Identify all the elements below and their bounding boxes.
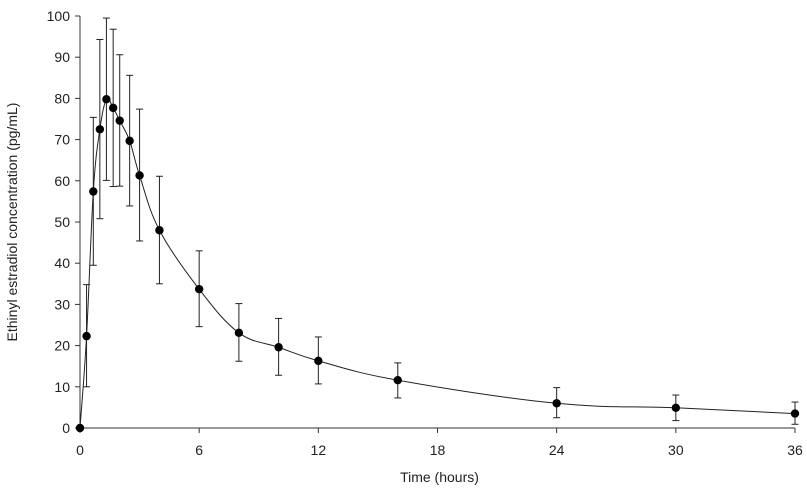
y-tick-label: 60 <box>54 173 70 189</box>
error-bars <box>83 17 799 425</box>
y-tick-label: 90 <box>54 49 70 65</box>
y-axis-title: Ethinyl estradiol concentration (pg/mL) <box>4 103 20 342</box>
data-point <box>82 331 91 341</box>
x-tick-label: 6 <box>195 442 203 458</box>
data-point <box>552 399 561 408</box>
data-point <box>75 423 85 433</box>
x-tick-label: 24 <box>549 442 565 458</box>
data-point <box>89 187 98 196</box>
x-axis-title: Time (hours) <box>400 469 479 485</box>
data-point <box>155 226 164 235</box>
y-axis-ticks: 0 10 20 30 40 50 60 70 80 90 100 <box>47 8 80 436</box>
x-tick-label: 0 <box>76 442 84 458</box>
x-axis-ticks: 0 6 12 18 24 30 36 <box>76 428 803 458</box>
x-tick-label: 36 <box>787 442 803 458</box>
data-point <box>790 409 800 418</box>
data-point <box>671 403 681 413</box>
data-point <box>135 171 144 180</box>
y-tick-label: 20 <box>54 338 70 354</box>
x-tick-label: 18 <box>430 442 446 458</box>
y-tick-label: 40 <box>54 255 70 271</box>
y-tick-label: 10 <box>54 379 70 395</box>
data-point <box>115 116 124 125</box>
data-points <box>75 95 800 433</box>
data-point <box>274 343 283 352</box>
y-tick-label: 0 <box>62 420 70 436</box>
data-point <box>314 356 323 366</box>
data-point <box>108 103 118 113</box>
data-point <box>125 136 134 146</box>
data-point <box>194 284 204 294</box>
axes <box>79 16 795 429</box>
y-axis-title-group: Ethinyl estradiol concentration (pg/mL) <box>4 103 20 342</box>
data-point <box>393 376 402 385</box>
x-tick-label: 30 <box>668 442 684 458</box>
series-line <box>79 97 796 429</box>
y-tick-label: 30 <box>54 296 70 312</box>
y-tick-label: 70 <box>54 132 70 148</box>
x-tick-label: 12 <box>311 442 327 458</box>
y-tick-label: 50 <box>54 214 70 230</box>
data-point <box>234 328 244 338</box>
y-tick-label: 100 <box>47 8 71 24</box>
data-point <box>95 125 105 134</box>
series-line-group <box>79 97 796 429</box>
y-tick-label: 80 <box>54 90 70 106</box>
data-point <box>102 95 111 104</box>
